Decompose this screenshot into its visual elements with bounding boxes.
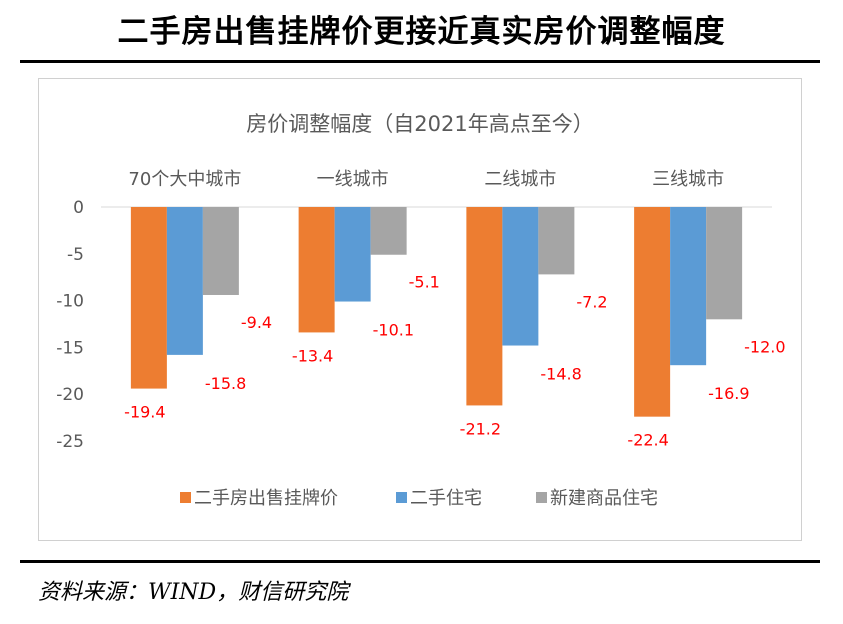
bar <box>502 207 539 346</box>
bar <box>634 207 671 417</box>
legend-swatch-2 <box>536 491 547 503</box>
data-label: -7.2 <box>576 292 607 311</box>
y-tick-label: 0 <box>73 198 84 218</box>
data-label: -13.4 <box>292 346 333 365</box>
category-label: 三线城市 <box>652 169 724 190</box>
bar <box>538 207 575 275</box>
title-divider <box>20 60 820 63</box>
bar <box>298 207 335 333</box>
plot-area: 0 -5 -10 -15 -20 -25 70个大中城市 -19.4 -15.8 -9.4 一线城市… <box>56 169 785 452</box>
legend-swatch-1 <box>396 491 407 503</box>
bar <box>334 207 371 302</box>
bar <box>670 207 707 366</box>
data-label: -22.4 <box>627 431 668 450</box>
y-tick-label: -15 <box>56 338 84 358</box>
data-label: -12.0 <box>744 337 785 356</box>
legend-label-1: 二手住宅 <box>410 488 482 509</box>
data-label: -21.2 <box>460 419 501 438</box>
y-tick-label: -20 <box>56 385 84 405</box>
bar <box>466 207 503 406</box>
bar-chart: 房价调整幅度（自2021年高点至今） 0 -5 -10 -15 -20 -25 70个大中城… <box>56 112 785 452</box>
source-note: 资料来源：WIND，财信研究院 <box>38 580 349 605</box>
bar <box>370 207 407 255</box>
page-title: 二手房出售挂牌价更接近真实房价调整幅度 <box>117 14 726 50</box>
bar <box>166 207 203 355</box>
y-tick-label: -10 <box>56 292 84 312</box>
data-label: -15.8 <box>205 374 246 393</box>
bar <box>706 207 743 320</box>
data-label: -16.9 <box>708 384 749 403</box>
bar <box>130 207 167 389</box>
legend-label-0: 二手房出售挂牌价 <box>194 488 338 509</box>
legend-item-0: 二手房出售挂牌价 <box>180 484 338 510</box>
y-tick-label: -25 <box>56 432 84 452</box>
category-label: 二线城市 <box>484 169 556 190</box>
data-label: -19.4 <box>124 403 165 422</box>
category-label: 70个大中城市 <box>128 169 241 190</box>
bar <box>202 207 239 295</box>
category-label: 一线城市 <box>317 169 389 190</box>
legend-item-2: 新建商品住宅 <box>536 484 658 510</box>
source-divider <box>20 560 820 563</box>
chart-title: 房价调整幅度（自2021年高点至今） <box>246 112 593 136</box>
legend-label-2: 新建商品住宅 <box>550 488 658 509</box>
data-label: -14.8 <box>540 365 581 384</box>
data-label: -10.1 <box>373 321 414 340</box>
legend-swatch-0 <box>180 491 191 503</box>
data-label: -9.4 <box>241 313 272 332</box>
legend-item-1: 二手住宅 <box>396 484 482 510</box>
data-label: -5.1 <box>409 273 440 292</box>
y-tick-label: -5 <box>67 245 84 265</box>
